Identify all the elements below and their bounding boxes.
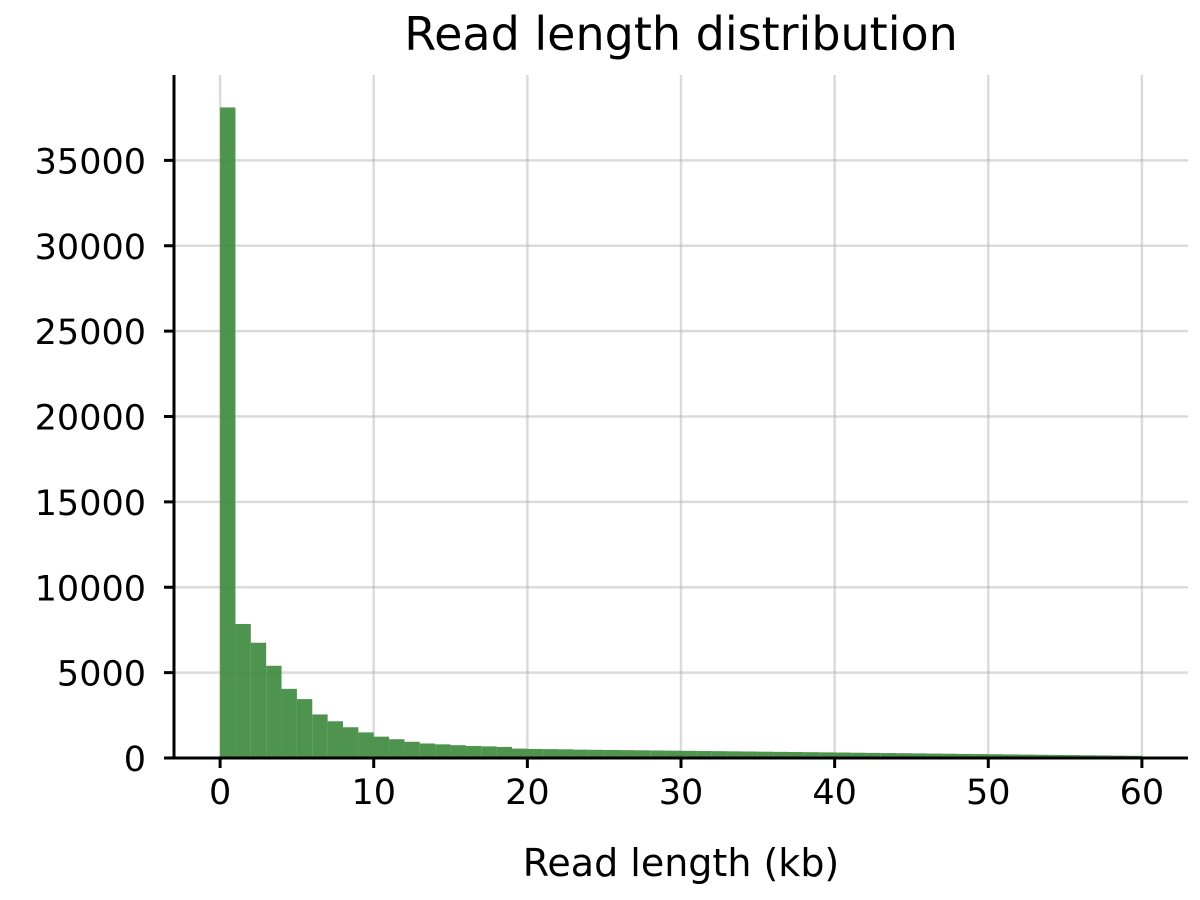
histogram-bar: [773, 751, 789, 758]
histogram-bar: [281, 688, 297, 758]
histogram-bar: [803, 752, 820, 758]
histogram-bar: [650, 750, 666, 758]
x-tick-label: 20: [505, 773, 550, 813]
histogram-bar: [911, 753, 927, 758]
histogram-bar: [343, 727, 359, 758]
histogram-bar: [527, 748, 543, 758]
chart-title: Read length distribution: [404, 7, 958, 61]
histogram-bar: [681, 750, 697, 758]
y-tick-label: 20000: [35, 399, 146, 439]
histogram-bar: [988, 754, 1004, 758]
histogram-bar: [850, 752, 866, 758]
histogram-bar: [312, 714, 328, 758]
histogram-bar: [358, 732, 374, 758]
x-tick-label: 0: [209, 773, 231, 813]
histogram-bar: [711, 751, 728, 758]
histogram-bar: [742, 751, 758, 758]
histogram-bar: [481, 746, 497, 758]
histogram-bar: [972, 754, 989, 758]
histogram-bar: [1003, 754, 1019, 758]
histogram-bar: [1049, 754, 1066, 758]
x-tick-label: 30: [659, 773, 704, 813]
x-tick-label: 50: [966, 773, 1011, 813]
histogram-bar: [1034, 754, 1050, 758]
grid-layer: [174, 75, 1188, 758]
histogram-bar: [419, 743, 436, 758]
histogram-bar: [235, 623, 251, 758]
y-tick-label: 15000: [35, 484, 146, 524]
histogram-bar: [1019, 754, 1035, 758]
histogram-bar: [588, 749, 605, 758]
histogram-bar: [896, 753, 912, 758]
bars-layer: [220, 107, 1142, 758]
y-tick-label: 0: [124, 740, 146, 780]
histogram-bar: [512, 748, 528, 758]
histogram-bar: [573, 749, 589, 758]
ticks-layer: 0 10 20 30 40 50 60 0 5000 10000 15000 20000 25000 30…: [35, 142, 1165, 813]
histogram-bar: [696, 750, 712, 758]
histogram-bar: [373, 736, 390, 758]
histogram-bar: [957, 753, 973, 758]
x-axis-label: Read length (kb): [523, 841, 840, 885]
histogram-bar: [465, 746, 482, 758]
histogram-bar: [496, 746, 512, 758]
histogram-bar: [619, 750, 635, 758]
y-tick-label: 30000: [35, 228, 146, 268]
x-tick-label: 10: [351, 773, 396, 813]
histogram-bar: [220, 107, 236, 758]
histogram-bar: [634, 750, 651, 758]
histogram-bar: [450, 745, 466, 758]
histogram-bar: [665, 750, 681, 758]
y-tick-label: 25000: [35, 313, 146, 353]
histogram-bar: [942, 753, 958, 758]
y-tick-label: 5000: [57, 655, 146, 695]
histogram-bar: [250, 642, 267, 758]
x-tick-label: 60: [1120, 773, 1165, 813]
histogram-bar: [880, 753, 897, 758]
y-tick-label: 10000: [35, 569, 146, 609]
histogram-bar: [834, 752, 850, 758]
histogram-bar: [926, 753, 943, 758]
histogram-bar: [266, 665, 282, 758]
histogram-bar: [327, 721, 343, 758]
histogram-bar: [819, 752, 835, 758]
histogram-bar: [865, 752, 881, 758]
histogram-bar: [435, 744, 451, 758]
histogram-bar: [604, 749, 620, 758]
histogram-bar: [558, 749, 574, 758]
histogram-bar: [542, 749, 559, 758]
histogram-bar: [727, 751, 743, 758]
y-tick-label: 35000: [35, 142, 146, 182]
histogram-bar: [757, 751, 774, 758]
x-tick-label: 40: [812, 773, 857, 813]
histogram-bar: [404, 741, 420, 758]
histogram-bar: [788, 752, 804, 758]
histogram-bar: [389, 739, 405, 758]
histogram-bar: [296, 699, 313, 758]
